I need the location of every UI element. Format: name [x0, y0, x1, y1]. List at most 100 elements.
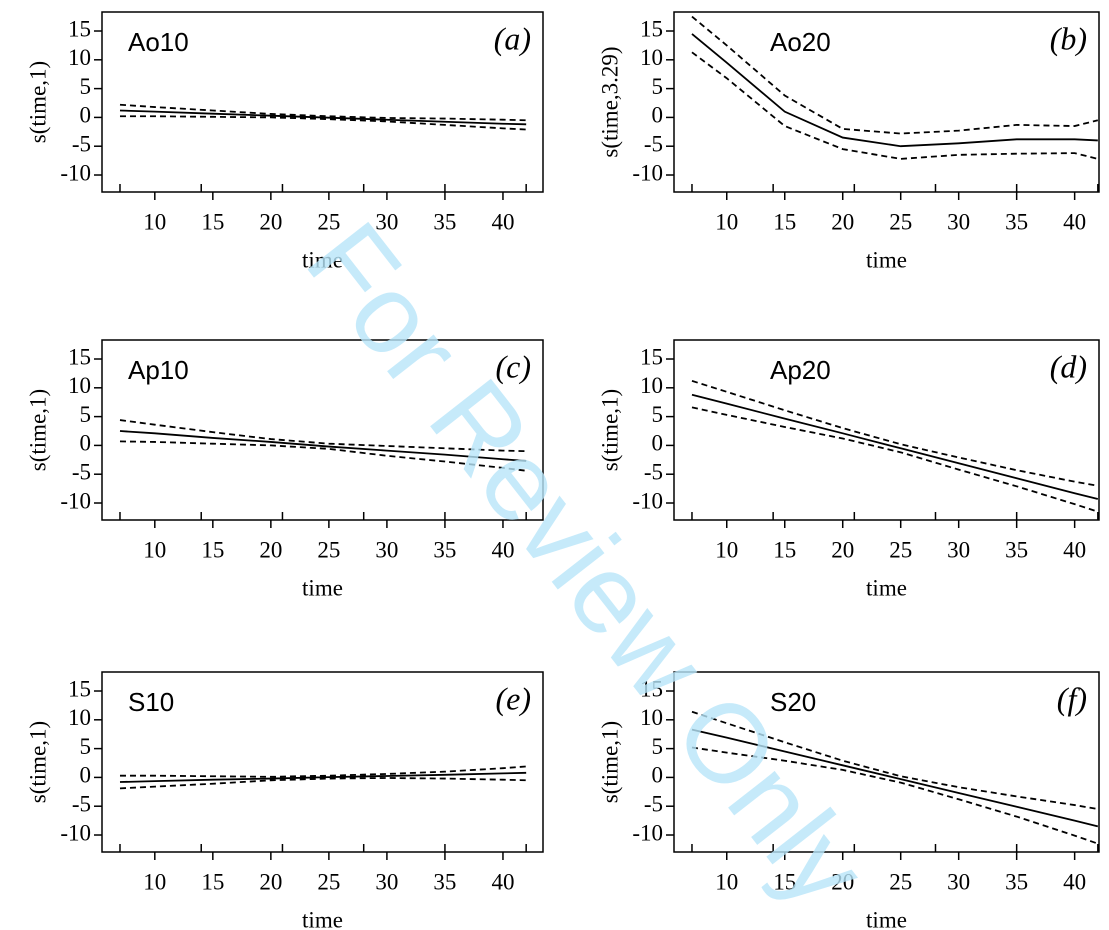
- x-tick-label: 20: [259, 209, 282, 234]
- y-axis-label: s(time,1): [25, 61, 50, 143]
- y-tick-label: 0: [80, 431, 92, 456]
- x-tick-label: 20: [831, 537, 854, 562]
- x-tick-label: 40: [491, 537, 514, 562]
- fit-line: [691, 33, 1098, 148]
- fit-line: [119, 419, 527, 453]
- y-tick-label: 10: [640, 45, 663, 70]
- x-axis-label: time: [302, 907, 343, 930]
- panel: 10 15 20 25 30 35 40 15 10 5 0 -5 -10 time s(time,1) Ap…: [25, 339, 544, 600]
- y-tick-label: 0: [652, 763, 664, 788]
- x-tick-label: 10: [143, 209, 166, 234]
- fit-line: [119, 440, 527, 472]
- x-tick-label: 35: [1005, 869, 1028, 894]
- x-tick-label: 25: [317, 869, 340, 894]
- fit-line: [691, 393, 1099, 500]
- y-tick-label: -5: [644, 791, 663, 816]
- y-tick-label: 5: [80, 734, 92, 759]
- x-axis-label: time: [866, 575, 907, 600]
- x-tick-label: 15: [201, 869, 224, 894]
- x-tick-label: 20: [259, 869, 282, 894]
- fit-line: [691, 380, 1098, 487]
- x-tick-label: 35: [433, 869, 456, 894]
- x-tick-label: 30: [375, 209, 398, 234]
- fit-line: [119, 765, 527, 778]
- fit-line: [691, 746, 1099, 845]
- panel-name: Ap10: [128, 355, 189, 385]
- x-tick-label: 25: [317, 537, 340, 562]
- y-tick-label: 5: [652, 734, 664, 759]
- y-tick-label: 15: [68, 344, 91, 369]
- y-tick-label: 5: [652, 402, 664, 427]
- panel: 10 15 20 25 30 35 40 15 10 5 0 -5 -10 time s(time,1) S1…: [25, 671, 544, 930]
- panel: 10 15 20 25 30 35 40 15 10 5 0 -5 -10 time s(time,3.29…: [597, 11, 1100, 272]
- y-tick-label: 15: [68, 676, 91, 701]
- y-tick-label: 0: [80, 103, 92, 128]
- x-tick-label: 25: [889, 209, 912, 234]
- y-tick-label: -5: [644, 459, 663, 484]
- x-tick-label: 25: [317, 209, 340, 234]
- plot-area: [691, 380, 1099, 513]
- plot-area: [691, 710, 1099, 845]
- panel: 10 15 20 25 30 35 40 15 10 5 0 -5 -10 time s(time,1) S2…: [597, 671, 1100, 930]
- y-tick-label: -10: [632, 160, 663, 185]
- x-tick-label: 25: [889, 869, 912, 894]
- fit-line: [119, 109, 527, 126]
- fit-line: [691, 710, 1098, 810]
- axes-box: [673, 339, 1100, 521]
- y-tick-label: -5: [72, 791, 91, 816]
- x-tick-label: 40: [491, 869, 514, 894]
- x-tick-label: 30: [375, 869, 398, 894]
- y-tick-label: 10: [68, 373, 91, 398]
- y-tick-label: -5: [72, 459, 91, 484]
- panel-name: Ao10: [128, 27, 189, 57]
- x-axis-label: time: [302, 575, 343, 600]
- x-tick-label: 35: [1005, 537, 1028, 562]
- panel-letter: (e): [495, 680, 531, 716]
- x-tick-label: 10: [143, 869, 166, 894]
- axes-box: [673, 671, 1100, 853]
- x-tick-label: 40: [491, 209, 514, 234]
- plot-area: [119, 103, 527, 131]
- y-tick-label: 5: [80, 74, 92, 99]
- y-axis-label: s(time,1): [597, 389, 622, 471]
- y-tick-label: 10: [68, 705, 91, 730]
- x-tick-label: 30: [947, 209, 970, 234]
- axes-box: [101, 671, 544, 853]
- x-tick-label: 15: [201, 537, 224, 562]
- panel-name: S10: [128, 687, 174, 717]
- fit-line: [119, 777, 527, 790]
- y-tick-label: -5: [644, 131, 663, 156]
- y-axis-label: s(time,3.29): [597, 46, 622, 157]
- y-tick-label: 10: [68, 45, 91, 70]
- x-tick-label: 40: [1063, 209, 1086, 234]
- y-tick-label: 0: [80, 763, 92, 788]
- y-tick-label: 15: [640, 16, 663, 41]
- fit-line: [691, 406, 1099, 513]
- panel-letter: (b): [1050, 20, 1087, 56]
- plot-area: [691, 15, 1099, 160]
- x-tick-label: 20: [831, 209, 854, 234]
- watermark: For Review Only: [283, 200, 891, 929]
- panel: 10 15 20 25 30 35 40 15 10 5 0 -5 -10 time s(time,1) Ao…: [25, 11, 544, 272]
- y-tick-label: 15: [640, 344, 663, 369]
- fit-line: [119, 115, 527, 131]
- x-tick-label: 35: [433, 537, 456, 562]
- fit-line: [119, 103, 527, 122]
- y-axis-label: s(time,1): [25, 389, 50, 471]
- x-tick-label: 30: [375, 537, 398, 562]
- x-tick-label: 15: [773, 537, 796, 562]
- x-tick-label: 15: [201, 209, 224, 234]
- x-tick-label: 10: [143, 537, 166, 562]
- x-axis-label: time: [866, 907, 907, 930]
- y-tick-label: -10: [632, 488, 663, 513]
- x-tick-label: 10: [715, 869, 738, 894]
- x-axis-label: time: [302, 247, 343, 272]
- y-tick-label: -5: [72, 131, 91, 156]
- x-tick-label: 40: [1063, 869, 1086, 894]
- x-tick-label: 25: [889, 537, 912, 562]
- y-tick-label: 10: [640, 373, 663, 398]
- y-tick-label: 15: [68, 16, 91, 41]
- x-tick-label: 30: [947, 537, 970, 562]
- x-tick-label: 40: [1063, 537, 1086, 562]
- panel-letter: (a): [494, 20, 531, 56]
